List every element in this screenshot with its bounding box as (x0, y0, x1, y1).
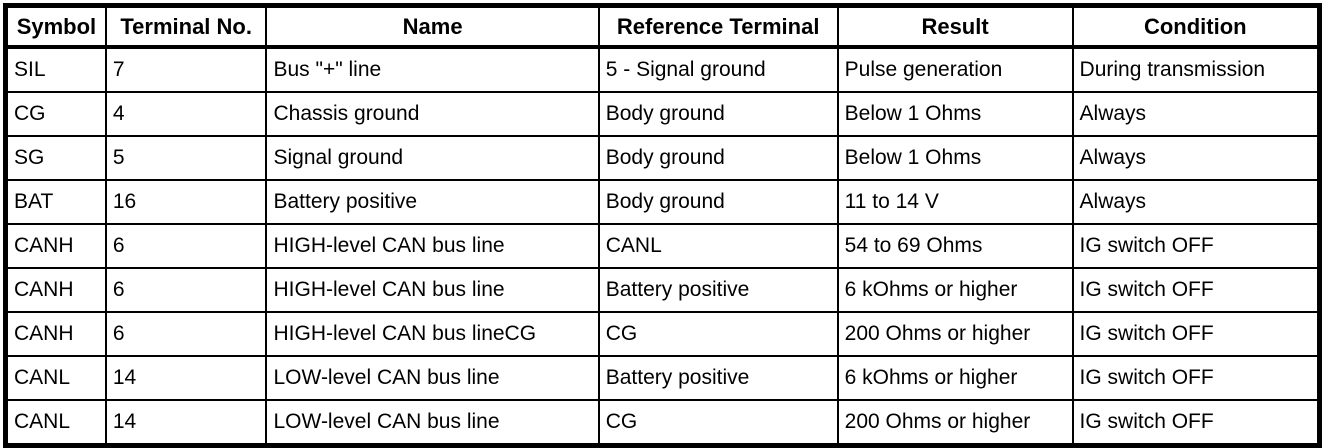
cell-condition: IG switch OFF (1071, 399, 1321, 447)
cell-symbol: CANL (4, 355, 107, 401)
cell-result: 200 Ohms or higher (836, 399, 1074, 447)
cell-reference-terminal: Body ground (597, 91, 839, 137)
cell-symbol: CANH (4, 223, 107, 269)
cell-terminal-no: 14 (104, 399, 268, 447)
cell-result: Below 1 Ohms (836, 135, 1074, 181)
table-row: CANL 14 LOW-level CAN bus line CG 200 Oh… (4, 399, 1321, 447)
table-row: SG 5 Signal ground Body ground Below 1 O… (4, 135, 1321, 181)
column-header-reference-terminal: Reference Terminal (597, 4, 839, 49)
cell-result: Below 1 Ohms (836, 91, 1074, 137)
column-header-result: Result (836, 4, 1074, 49)
cell-name: HIGH-level CAN bus lineCG (265, 311, 600, 357)
cell-name: HIGH-level CAN bus line (265, 267, 600, 313)
cell-name: LOW-level CAN bus line (265, 355, 600, 401)
cell-result: 200 Ohms or higher (836, 311, 1074, 357)
cell-symbol: BAT (4, 179, 107, 225)
cell-terminal-no: 4 (104, 91, 268, 137)
table-row: CANH 6 HIGH-level CAN bus line CANL 54 t… (4, 223, 1321, 269)
cell-symbol: CANH (4, 311, 107, 357)
cell-result: 6 kOhms or higher (836, 355, 1074, 401)
terminal-spec-table: Symbol Terminal No. Name Reference Termi… (3, 3, 1322, 448)
cell-terminal-no: 5 (104, 135, 268, 181)
cell-reference-terminal: Body ground (597, 179, 839, 225)
cell-reference-terminal: CANL (597, 223, 839, 269)
table-header: Symbol Terminal No. Name Reference Termi… (4, 4, 1321, 49)
cell-condition: IG switch OFF (1071, 267, 1321, 313)
cell-symbol: CG (4, 91, 107, 137)
table-body: SIL 7 Bus "+" line 5 - Signal ground Pul… (4, 46, 1321, 447)
table-row: CG 4 Chassis ground Body ground Below 1 … (4, 91, 1321, 137)
cell-symbol: CANL (4, 399, 107, 447)
cell-reference-terminal: Battery positive (597, 355, 839, 401)
cell-result: Pulse generation (836, 46, 1074, 93)
table-row: CANH 6 HIGH-level CAN bus line Battery p… (4, 267, 1321, 313)
cell-result: 11 to 14 V (836, 179, 1074, 225)
cell-terminal-no: 7 (104, 46, 268, 93)
cell-terminal-no: 6 (104, 223, 268, 269)
column-header-terminal-no: Terminal No. (104, 4, 268, 49)
cell-reference-terminal: Battery positive (597, 267, 839, 313)
column-header-symbol: Symbol (4, 4, 107, 49)
cell-condition: IG switch OFF (1071, 311, 1321, 357)
cell-condition: Always (1071, 179, 1321, 225)
cell-name: Battery positive (265, 179, 600, 225)
table-row: SIL 7 Bus "+" line 5 - Signal ground Pul… (4, 46, 1321, 93)
terminal-spec-table-container: Symbol Terminal No. Name Reference Termi… (3, 3, 1322, 448)
cell-name: LOW-level CAN bus line (265, 399, 600, 447)
cell-reference-terminal: Body ground (597, 135, 839, 181)
cell-symbol: CANH (4, 267, 107, 313)
cell-result: 6 kOhms or higher (836, 267, 1074, 313)
cell-condition: During transmission (1071, 46, 1321, 93)
column-header-condition: Condition (1071, 4, 1321, 49)
table-row: CANH 6 HIGH-level CAN bus lineCG CG 200 … (4, 311, 1321, 357)
cell-condition: Always (1071, 91, 1321, 137)
table-row: BAT 16 Battery positive Body ground 11 t… (4, 179, 1321, 225)
cell-name: Signal ground (265, 135, 600, 181)
cell-symbol: SIL (4, 46, 107, 93)
column-header-name: Name (265, 4, 600, 49)
table-row: CANL 14 LOW-level CAN bus line Battery p… (4, 355, 1321, 401)
cell-reference-terminal: CG (597, 399, 839, 447)
cell-reference-terminal: CG (597, 311, 839, 357)
cell-symbol: SG (4, 135, 107, 181)
cell-condition: IG switch OFF (1071, 355, 1321, 401)
cell-name: Bus "+" line (265, 46, 600, 93)
cell-terminal-no: 6 (104, 311, 268, 357)
cell-condition: Always (1071, 135, 1321, 181)
cell-terminal-no: 16 (104, 179, 268, 225)
cell-result: 54 to 69 Ohms (836, 223, 1074, 269)
cell-name: Chassis ground (265, 91, 600, 137)
cell-reference-terminal: 5 - Signal ground (597, 46, 839, 93)
cell-condition: IG switch OFF (1071, 223, 1321, 269)
cell-terminal-no: 14 (104, 355, 268, 401)
cell-name: HIGH-level CAN bus line (265, 223, 600, 269)
cell-terminal-no: 6 (104, 267, 268, 313)
header-row: Symbol Terminal No. Name Reference Termi… (4, 4, 1321, 49)
